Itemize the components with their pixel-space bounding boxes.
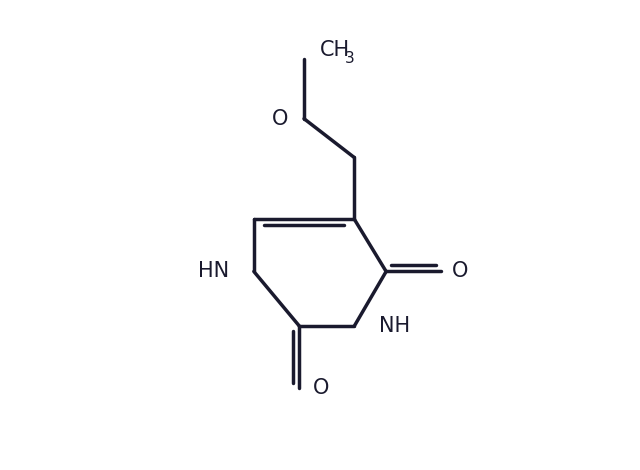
Text: NH: NH [380, 316, 410, 336]
Text: HN: HN [198, 261, 228, 282]
Text: O: O [452, 261, 468, 282]
Text: CH: CH [320, 40, 350, 60]
Text: 3: 3 [345, 51, 355, 66]
Text: O: O [272, 109, 288, 129]
Text: O: O [313, 378, 330, 398]
